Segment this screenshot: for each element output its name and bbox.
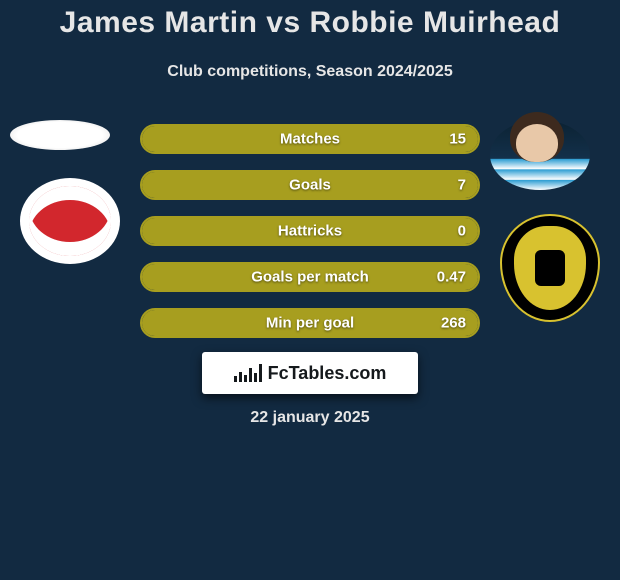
player-right-photo <box>490 120 590 190</box>
stat-label: Min per goal <box>266 315 354 332</box>
stat-bar: Matches 15 <box>140 124 480 154</box>
stat-bars: Matches 15 Goals 7 Hattricks 0 Goals per match… <box>140 124 480 354</box>
bar-chart-icon <box>234 364 262 382</box>
stat-value-right: 0.47 <box>437 269 466 286</box>
stat-label: Goals per match <box>251 269 369 286</box>
stat-value-right: 7 <box>458 177 466 194</box>
stat-bar: Hattricks 0 <box>140 216 480 246</box>
stat-label: Hattricks <box>278 223 342 240</box>
brand-label: FcTables.com <box>268 363 387 384</box>
stat-bar: Min per goal 268 <box>140 308 480 338</box>
comparison-infographic: James Martin vs Robbie Muirhead Club com… <box>0 0 620 580</box>
club-badge-hamilton <box>20 178 120 264</box>
stat-value-right: 268 <box>441 315 466 332</box>
infographic-date: 22 january 2025 <box>0 409 620 427</box>
page-title: James Martin vs Robbie Muirhead <box>0 6 620 40</box>
brand-plate: FcTables.com <box>202 352 418 394</box>
player-left-photo-placeholder <box>10 120 110 150</box>
page-subtitle: Club competitions, Season 2024/2025 <box>0 63 620 81</box>
stat-value-right: 15 <box>449 131 466 148</box>
stat-bar: Goals per match 0.47 <box>140 262 480 292</box>
stat-label: Matches <box>280 131 340 148</box>
club-badge-livingston <box>500 214 600 322</box>
stat-label: Goals <box>289 177 331 194</box>
stat-bar: Goals 7 <box>140 170 480 200</box>
stat-value-right: 0 <box>458 223 466 240</box>
